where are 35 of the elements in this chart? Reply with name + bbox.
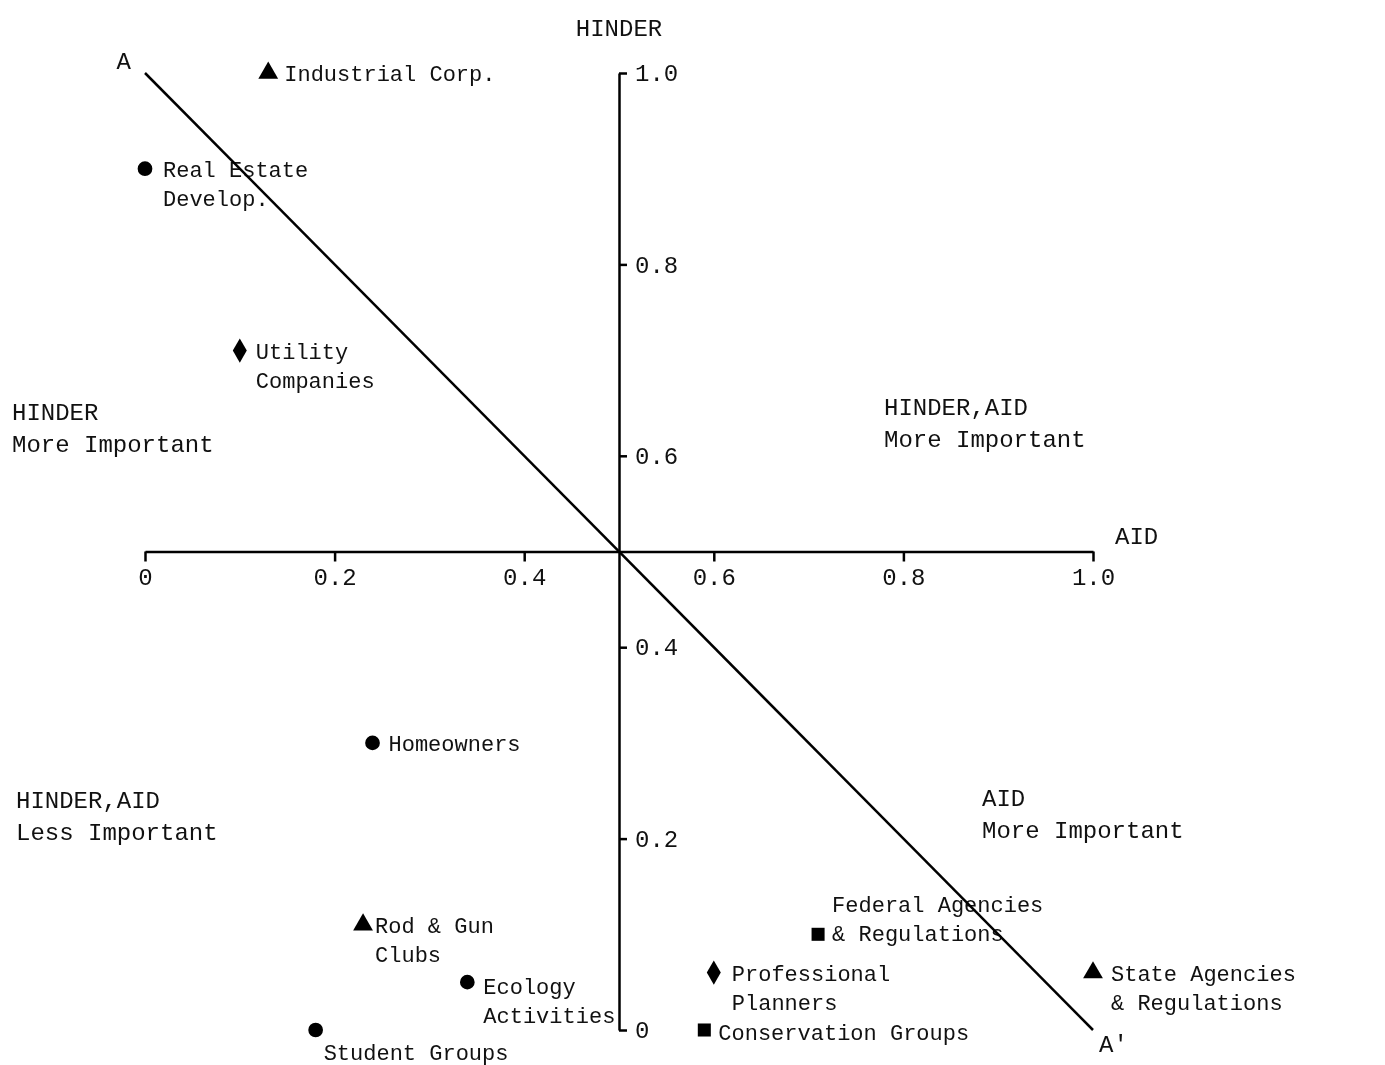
series-label: Professional Planners [731,962,891,1017]
point [365,735,380,751]
point [811,927,825,941]
series-label: Ecology Activities [483,976,616,1031]
y-tick-label: 0.4 [635,635,679,663]
series-label: Conservation Groups [718,1022,970,1047]
point [308,1022,323,1038]
series-label: Student Groups [323,1042,509,1065]
x-tick-label: 0.4 [503,564,547,592]
annotation: A' [1099,1032,1128,1059]
annotation: A [116,49,132,76]
x-tick-label: 0.2 [313,564,357,592]
x-tick-label: 0 [138,564,153,592]
y-tick-label: 1.0 [635,61,679,89]
y-tick-label: 0.6 [635,443,679,471]
series-label: State Agencies & Regulations [1111,962,1296,1017]
point [697,1023,711,1037]
y-tick-label: 0.2 [635,826,679,854]
x-tick-label: 0.6 [692,564,736,592]
annotation: HINDER More Important [12,400,214,459]
point [137,161,153,177]
x-tick-label: 0.8 [882,564,926,592]
x-tick-label: 1.0 [1071,564,1116,592]
y-axis-title: HINDER [575,16,663,43]
series-label: Utility Companies [255,340,375,395]
point [459,974,475,990]
annotation: AID More Important [982,786,1184,845]
series-label: Homeowners [388,732,521,758]
x-axis-title: AID [1115,523,1159,551]
annotation: HINDER,AID Less Important [16,788,218,847]
series-label: Industrial Corp. [284,63,496,88]
y-tick-label: 0.8 [635,252,679,280]
y-tick-label: 0 [635,1018,650,1046]
annotation: HINDER,AID More Important [884,395,1086,454]
series-label: Rod & Gun Clubs [375,914,494,969]
